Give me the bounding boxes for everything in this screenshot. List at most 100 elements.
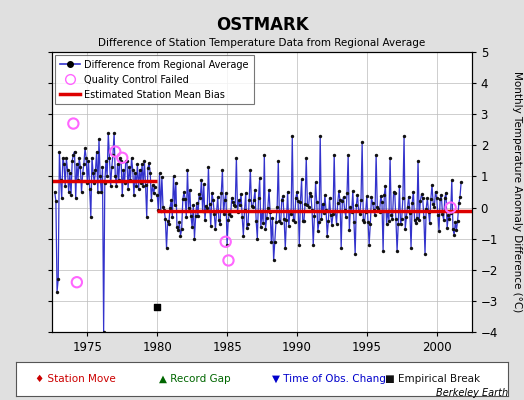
Point [59, 154, 67, 161]
Point [63, 167, 72, 174]
Point [184, 205, 193, 212]
Point [118, 154, 126, 161]
Text: ▼ Time of Obs. Change: ▼ Time of Obs. Change [272, 374, 392, 384]
Point [393, 248, 401, 254]
Point [402, 214, 411, 220]
Point [76, 164, 84, 170]
Point [94, 189, 102, 195]
Point [346, 204, 355, 211]
Point [100, 329, 108, 335]
Point [99, 164, 107, 170]
Point [436, 196, 444, 202]
Point [305, 190, 314, 196]
Point [71, 195, 80, 202]
Point [450, 232, 458, 238]
Point [53, 288, 61, 295]
Point [329, 211, 337, 217]
Point [405, 193, 413, 200]
Point [268, 214, 277, 221]
Point [189, 202, 198, 208]
Point [333, 200, 342, 206]
Point [247, 202, 256, 209]
Point [381, 183, 390, 189]
Point [445, 215, 454, 222]
Point [387, 212, 396, 218]
Point [91, 167, 100, 174]
Point [254, 195, 263, 201]
Point [183, 167, 192, 174]
Point [280, 216, 288, 222]
Point [224, 257, 233, 264]
Point [311, 179, 320, 186]
Point [174, 227, 182, 234]
Point [272, 219, 280, 225]
Point [296, 198, 304, 205]
Point [281, 245, 289, 251]
Point [282, 216, 291, 223]
Point [287, 211, 296, 218]
Point [422, 206, 430, 212]
Point [248, 203, 257, 210]
Point [104, 130, 113, 136]
Point [265, 187, 273, 193]
Point [394, 221, 402, 228]
Point [74, 176, 82, 183]
Point [366, 221, 375, 228]
Point [84, 158, 93, 164]
Point [332, 221, 341, 227]
Point [50, 189, 59, 195]
Point [423, 195, 432, 201]
Point [222, 238, 230, 245]
Point [228, 199, 237, 205]
Point [221, 197, 229, 203]
Point [403, 204, 412, 210]
Point [444, 212, 453, 219]
Point [319, 201, 327, 207]
Point [264, 205, 272, 211]
Point [236, 202, 244, 209]
Point [137, 180, 145, 186]
Point [378, 199, 386, 205]
Point [321, 192, 329, 198]
Point [235, 197, 243, 204]
Point [354, 208, 363, 214]
Point [86, 214, 95, 220]
Point [90, 180, 99, 186]
Point [368, 200, 377, 206]
Point [194, 213, 202, 220]
Point [125, 164, 134, 170]
Point [211, 226, 220, 232]
Point [421, 251, 429, 258]
Point [385, 218, 393, 224]
Point [68, 158, 77, 164]
Point [431, 188, 440, 195]
Point [73, 161, 81, 167]
Point [190, 236, 199, 242]
Point [222, 190, 230, 196]
Point [154, 207, 162, 213]
Y-axis label: Monthly Temperature Anomaly Difference (°C): Monthly Temperature Anomaly Difference (… [512, 71, 522, 313]
Point [117, 158, 125, 164]
Point [269, 257, 278, 264]
Point [216, 221, 224, 228]
Point [131, 170, 139, 176]
Point [289, 217, 298, 223]
Point [139, 182, 147, 189]
Point [115, 176, 123, 183]
Point [415, 217, 423, 223]
Point [101, 180, 109, 186]
Point [66, 170, 74, 176]
Point [273, 204, 281, 210]
Point [358, 139, 366, 146]
Point [179, 196, 187, 202]
Point [220, 211, 228, 218]
Point [61, 182, 69, 189]
Point [344, 152, 352, 158]
Point [145, 160, 153, 166]
Point [308, 207, 316, 213]
Point [324, 218, 333, 224]
Point [153, 304, 161, 310]
Point [446, 204, 455, 211]
Point [169, 173, 178, 180]
Point [446, 210, 455, 216]
